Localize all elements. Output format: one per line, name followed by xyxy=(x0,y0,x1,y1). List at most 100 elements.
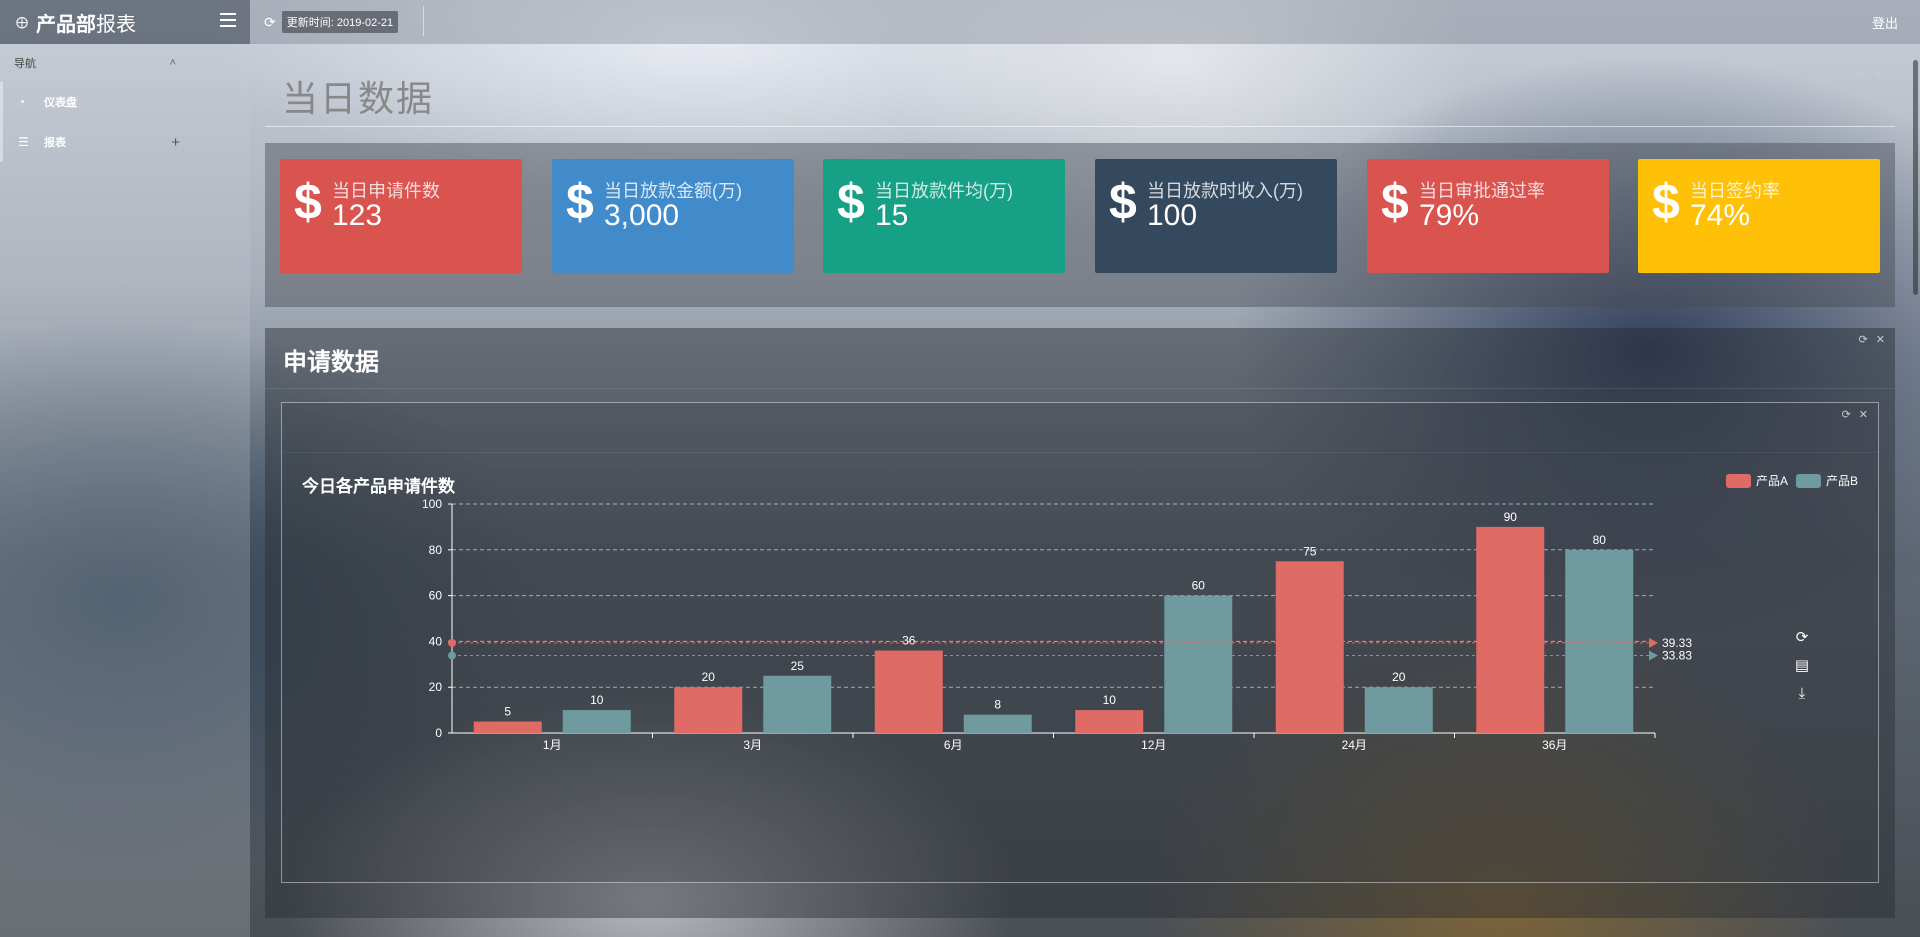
average-line-label: 33.83 xyxy=(1662,649,1692,663)
y-tick-label: 20 xyxy=(429,680,443,694)
average-line-label: 39.33 xyxy=(1662,636,1692,650)
title-tools: ⟳ ✕ xyxy=(1856,69,1882,82)
brand-name-bold: 产品部 xyxy=(36,13,96,36)
stat-card: $ 当日审批通过率 79% xyxy=(1367,159,1609,273)
dollar-icon: $ xyxy=(1381,174,1409,230)
page-scrollbar[interactable] xyxy=(1913,60,1918,295)
dollar-icon: $ xyxy=(1652,174,1680,230)
download-icon[interactable]: ⤓ xyxy=(1798,685,1806,702)
stat-value: 74% xyxy=(1690,199,1751,232)
average-line-arrow xyxy=(1649,637,1658,648)
list-icon: ☰ xyxy=(18,135,29,149)
nav-header[interactable]: 导航 ˄ xyxy=(0,44,250,82)
dollar-icon: $ xyxy=(566,174,594,230)
x-tick-label: 24月 xyxy=(1342,738,1367,752)
legend-item[interactable]: 产品A xyxy=(1725,472,1788,489)
bar xyxy=(1075,710,1144,733)
refresh-icon[interactable]: ⟳ xyxy=(1858,334,1868,346)
header-divider xyxy=(423,6,424,36)
panel-divider xyxy=(265,388,1895,389)
bar-value-label: 25 xyxy=(791,659,805,673)
dollar-icon: $ xyxy=(1109,174,1137,230)
bar-value-label: 20 xyxy=(702,670,716,684)
bar-value-label: 90 xyxy=(1504,510,1518,524)
stat-card: $ 当日放款时收入(万) 100 xyxy=(1095,159,1337,273)
stat-label: 当日申请件数 xyxy=(332,181,440,201)
stat-label: 当日签约率 xyxy=(1690,181,1780,201)
average-line-start xyxy=(448,638,456,647)
chart-title: 今日各产品申请件数 xyxy=(302,477,455,496)
stat-label: 当日放款金额(万) xyxy=(604,181,742,201)
update-info: ⟳ 更新时间: 2019-02-21 xyxy=(264,11,399,33)
dollar-icon: $ xyxy=(294,174,322,230)
chart-box-tools: ⟳ ✕ xyxy=(1842,408,1868,421)
bar-value-label: 5 xyxy=(504,705,511,719)
menu-toggle-icon[interactable] xyxy=(220,13,236,27)
brand: ⨁ 产品部 报表 xyxy=(0,0,250,44)
stat-label: 当日审批通过率 xyxy=(1419,181,1545,201)
restore-icon[interactable]: ⟳ xyxy=(1795,629,1809,646)
close-icon[interactable]: ✕ xyxy=(1873,70,1883,82)
bar-value-label: 75 xyxy=(1303,544,1317,558)
bar xyxy=(473,721,542,733)
bar xyxy=(1275,561,1344,733)
x-tick-label: 3月 xyxy=(743,738,762,752)
stat-value: 79% xyxy=(1419,199,1480,232)
data-view-icon[interactable]: ▤ xyxy=(1794,657,1810,674)
nav-label: 导航 xyxy=(14,58,36,70)
stat-label: 当日放款时收入(万) xyxy=(1147,181,1303,201)
y-tick-label: 60 xyxy=(429,589,443,603)
bar-value-label: 20 xyxy=(1392,670,1406,684)
stats-panel: $ 当日申请件数 123 $ 当日放款金额(万) 3,000 $ 当日放款件均(… xyxy=(265,143,1895,307)
legend-label: 产品A xyxy=(1755,474,1788,488)
y-tick-label: 100 xyxy=(422,497,442,511)
x-tick-label: 12月 xyxy=(1141,738,1166,752)
stat-card: $ 当日签约率 74% xyxy=(1638,159,1880,273)
legend-swatch xyxy=(1725,473,1751,488)
sidebar-item-label: 仪表盘 xyxy=(44,97,77,109)
x-tick-label: 36月 xyxy=(1542,738,1567,752)
bar xyxy=(763,675,832,733)
legend-swatch xyxy=(1795,473,1821,488)
sidebar-item-reports[interactable]: ☰ 报表 + xyxy=(0,122,250,162)
bar-value-label: 36 xyxy=(902,634,916,648)
panel-title: 申请数据 xyxy=(283,349,379,376)
title-divider xyxy=(265,126,1895,127)
bar xyxy=(1476,526,1545,733)
close-icon[interactable]: ✕ xyxy=(1858,409,1868,421)
x-tick-label: 1月 xyxy=(543,738,562,752)
stat-card: $ 当日放款金额(万) 3,000 xyxy=(552,159,794,273)
average-line-arrow xyxy=(1649,650,1658,661)
legend-item[interactable]: 产品B xyxy=(1795,472,1858,489)
bar-value-label: 8 xyxy=(994,698,1001,712)
x-tick-label: 6月 xyxy=(944,738,963,752)
expand-plus-icon[interactable]: + xyxy=(171,133,180,151)
y-tick-label: 80 xyxy=(429,543,443,557)
sidebar-item-label: 报表 xyxy=(44,137,66,149)
sidebar-item-dashboard[interactable]: ◔ 仪表盘 xyxy=(0,82,250,122)
refresh-icon[interactable]: ⟳ xyxy=(1856,70,1866,82)
average-line-start xyxy=(448,651,456,660)
y-tick-label: 40 xyxy=(429,634,443,648)
bar-value-label: 60 xyxy=(1192,579,1206,593)
bar-value-label: 10 xyxy=(590,693,604,707)
stat-card: $ 当日申请件数 123 xyxy=(280,159,522,273)
panel-tools: ⟳ ✕ xyxy=(1859,333,1885,346)
chart-legend: 产品A 产品B xyxy=(1725,472,1858,489)
refresh-icon[interactable]: ⟳ xyxy=(1841,409,1851,421)
logout-link[interactable]: 登出 xyxy=(1871,16,1898,31)
chart-toolbox: ⟳ ▤ ⤓ xyxy=(1792,628,1812,704)
y-tick-label: 0 xyxy=(435,726,442,740)
stat-value: 123 xyxy=(332,199,383,232)
legend-label: 产品B xyxy=(1825,474,1858,488)
close-icon[interactable]: ✕ xyxy=(1875,334,1885,346)
top-bar: ⨁ 产品部 报表 ⟳ 更新时间: 2019-02-21 登出 xyxy=(0,0,1920,44)
refresh-icon[interactable]: ⟳ xyxy=(264,13,276,30)
stat-card: $ 当日放款件均(万) 15 xyxy=(823,159,1065,273)
dashboard-icon: ◔ xyxy=(18,95,26,109)
stat-value: 15 xyxy=(875,199,909,232)
sidebar: 导航 ˄ ◔ 仪表盘 ☰ 报表 + xyxy=(0,44,250,937)
bar-chart: 0 20 40 60 80 100 1月 5 10 3月 20 25 6月 36 8 12月 10 60 24月 75… xyxy=(422,497,1692,752)
chevron-up-icon[interactable]: ˄ xyxy=(169,57,176,69)
dollar-icon: $ xyxy=(837,174,865,230)
